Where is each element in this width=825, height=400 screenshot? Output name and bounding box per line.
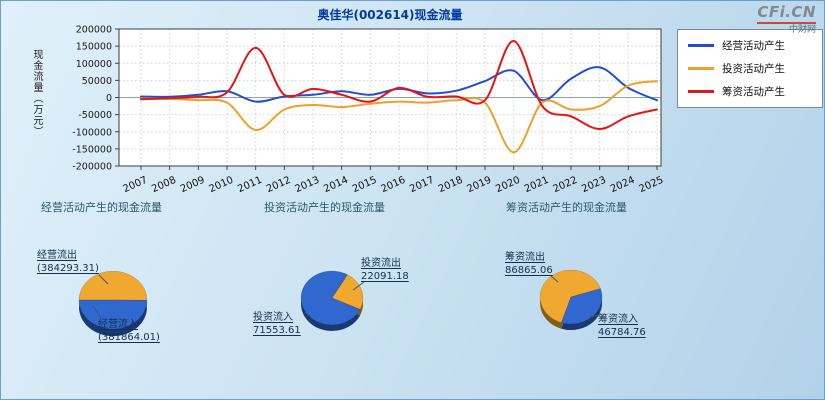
pie-label-value: 71553.61 [253, 325, 301, 336]
y-tick-label: -50000 [78, 110, 112, 121]
y-tick-label: 100000 [76, 59, 112, 70]
pie-1-label-0: 投资流出 22091.18 [361, 257, 409, 283]
pie-label-leader [304, 311, 312, 318]
legend-line-sample [688, 67, 714, 70]
pie-label-value: 46784.76 [598, 327, 646, 338]
y-tick-label: -150000 [72, 144, 112, 155]
pie-label-name: 经营流出 [37, 250, 77, 261]
pie-0-slice-0 [78, 270, 148, 301]
logo-brand: CFi.CN [757, 3, 816, 25]
y-tick-label: 0 [106, 93, 112, 104]
pie-2-label-0: 筹资流出 86865.06 [505, 251, 553, 277]
chart-title: 奥佳华(002614)现金流量 [317, 8, 463, 22]
pie-1-slice-1 [300, 270, 361, 326]
pie-label-value: 22091.18 [361, 271, 409, 282]
pie-label-name: 投资流出 [361, 258, 401, 269]
logo: CFi.CN 中财网 [757, 3, 816, 36]
legend-label: 筹资活动产生 [722, 86, 785, 98]
legend-item-1: 投资活动产生 [688, 61, 812, 76]
y-tick-label: -200000 [72, 162, 112, 173]
y-tick-label: 150000 [76, 42, 112, 53]
pie-label-leader [98, 274, 109, 285]
pie-label-name: 经营流入 [98, 319, 138, 330]
legend-item-2: 筹资活动产生 [688, 84, 812, 99]
pie-label-value: (384293.31) [37, 263, 99, 274]
section-title-financing: 筹资活动产生的现金流量 [506, 201, 627, 214]
series-line-2 [140, 40, 658, 131]
pie-label-name: 筹资流出 [505, 252, 545, 263]
section-title-investing: 投资活动产生的现金流量 [264, 201, 385, 214]
pie-1-label-1: 投资流入 71553.61 [253, 311, 301, 337]
pie-0-label-0: 经营流出 (384293.31) [37, 249, 99, 275]
logo-site: 中财网 [788, 25, 816, 36]
plot-border [118, 28, 662, 167]
y-tick-label: 50000 [82, 76, 112, 87]
legend-item-0: 经营活动产生 [688, 38, 812, 53]
pie-0-label-1: 经营流入 (381864.01) [98, 318, 160, 344]
pie-label-name: 筹资流入 [598, 314, 638, 325]
pie-1-slice-0 [331, 274, 364, 310]
legend-label: 投资活动产生 [722, 63, 785, 75]
y-tick-label: 200000 [76, 25, 112, 36]
legend-line-sample [688, 44, 714, 47]
y-axis: 200000 150000 100000 50000 0 -50000 -100000 -15… [72, 25, 119, 173]
legend-line-sample [688, 90, 714, 93]
pie-label-leader [352, 281, 365, 291]
pie-label-leader [550, 275, 559, 283]
legend-label: 经营活动产生 [722, 40, 785, 52]
pie-label-value: (381864.01) [98, 332, 160, 343]
pie-label-value: 86865.06 [505, 265, 553, 276]
pie-label-leader [589, 314, 599, 318]
pie-label-name: 投资流入 [253, 312, 293, 323]
pie-0-slice-1 [78, 299, 148, 330]
pie-2-label-1: 筹资流入 46784.76 [598, 313, 646, 339]
pie-label-leader [92, 305, 102, 319]
y-axis-title: 现金流量（万元） [31, 49, 42, 137]
pie-2-slice-0 [539, 269, 601, 324]
y-tick-label: -100000 [72, 127, 112, 138]
section-title-operating: 经营活动产生的现金流量 [41, 201, 162, 214]
series-line-1 [140, 80, 658, 154]
legend: 经营活动产生 投资活动产生 筹资活动产生 [677, 29, 823, 108]
